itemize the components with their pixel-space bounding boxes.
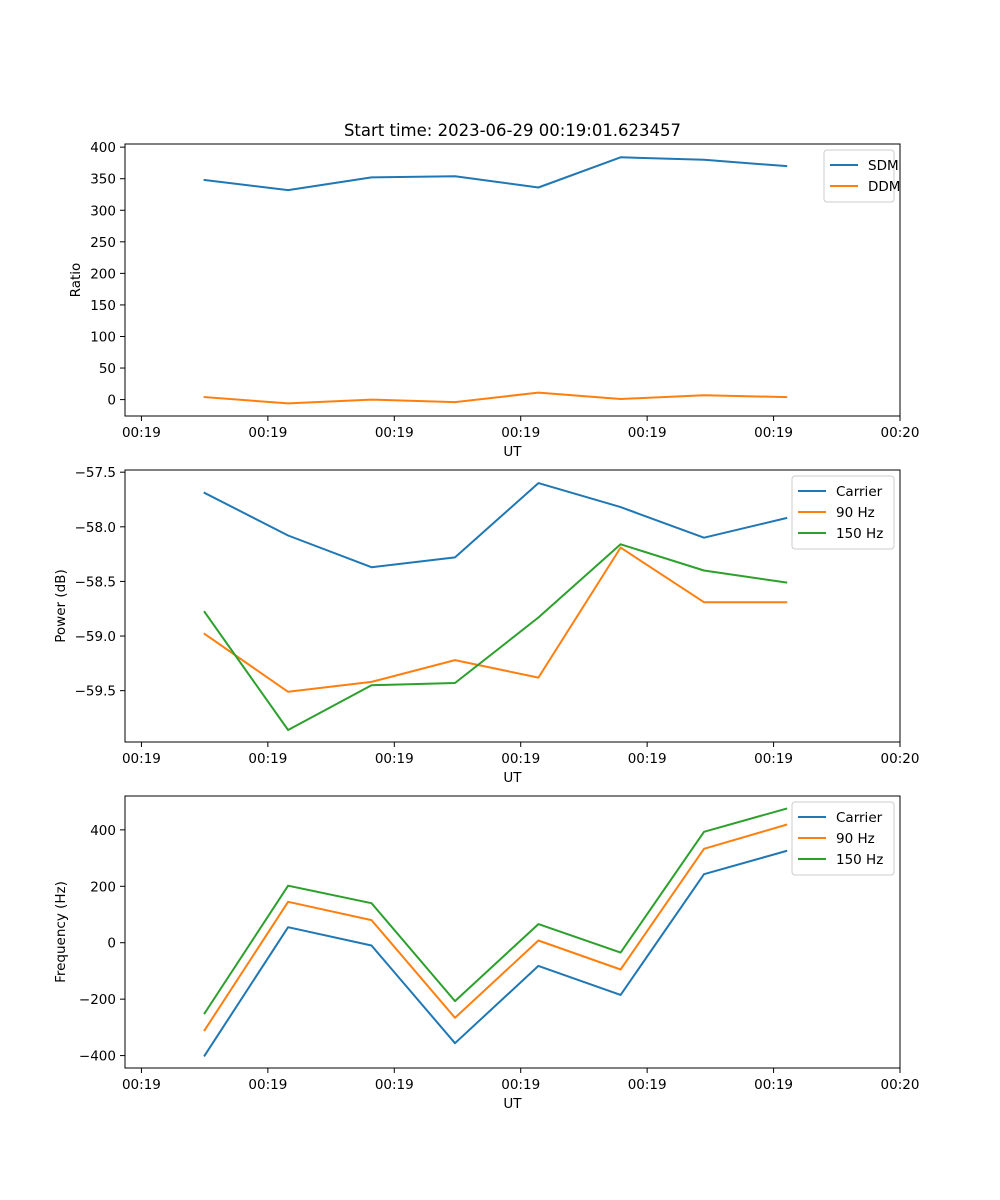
axes-frame xyxy=(124,795,901,1069)
y-tick-label: 50 xyxy=(99,361,116,377)
figure-title: Start time: 2023-06-29 00:19:01.623457 xyxy=(344,121,681,140)
y-tick-label: 0 xyxy=(107,393,116,409)
x-tick-label: 00:19 xyxy=(501,751,540,767)
y-tick-label: −57.5 xyxy=(75,465,116,481)
x-tick-label: 00:20 xyxy=(881,1077,920,1093)
y-tick-label: −400 xyxy=(79,1049,116,1065)
chart-panel-1: 00:19 00:19 00:19 00:19 00:19 00:19 00:20 0 50 10… xyxy=(68,140,919,460)
y-axis-label: Ratio xyxy=(68,263,84,298)
x-tick-label: 00:19 xyxy=(248,425,287,441)
x-tick-label: 00:19 xyxy=(375,1077,414,1093)
y-tick-label: −59.0 xyxy=(75,629,116,645)
x-axis-label: UT xyxy=(503,444,522,460)
x-tick-label: 00:19 xyxy=(628,751,667,767)
legend-box xyxy=(791,801,895,876)
legend: SDM DDM xyxy=(823,149,900,203)
y-tick-label: 250 xyxy=(90,235,116,251)
x-tick-label: 00:19 xyxy=(628,425,667,441)
legend: Carrier 90 Hz 150 Hz xyxy=(791,801,895,876)
legend-label-carrier: Carrier xyxy=(836,810,883,826)
series-line-150-hz xyxy=(203,543,788,731)
legend-box xyxy=(791,475,895,550)
series-line-ddm xyxy=(203,391,788,405)
x-tick-label: 00:19 xyxy=(248,1077,287,1093)
legend-label-150-hz: 150 Hz xyxy=(836,526,883,542)
legend-label-sdm: SDM xyxy=(868,158,899,174)
series-line-150-hz xyxy=(203,807,788,1015)
y-tick-label: −58.0 xyxy=(75,520,116,536)
series-line-carrier xyxy=(203,849,788,1057)
axes-frame xyxy=(124,143,901,417)
y-tick-label: 100 xyxy=(90,329,116,345)
legend-label-carrier: Carrier xyxy=(836,484,883,500)
y-tick-label: −200 xyxy=(79,992,116,1008)
x-tick-label: 00:19 xyxy=(754,751,793,767)
y-tick-label: −58.5 xyxy=(75,574,116,590)
x-tick-label: 00:19 xyxy=(754,425,793,441)
chart-panel-2: 00:19 00:19 00:19 00:19 00:19 00:19 00:20 −57.5… xyxy=(53,465,919,786)
series-line-90-hz xyxy=(203,823,788,1032)
x-tick-label: 00:19 xyxy=(248,751,287,767)
y-tick-label: 300 xyxy=(90,203,116,219)
y-axis-label: Frequency (Hz) xyxy=(53,881,69,983)
legend-label-90-hz: 90 Hz xyxy=(836,831,875,847)
chart-panels: 00:19 00:19 00:19 00:19 00:19 00:19 00:20 0 50 10… xyxy=(53,140,919,1112)
legend-label-150-hz: 150 Hz xyxy=(836,852,883,868)
legend-label-90-hz: 90 Hz xyxy=(836,505,875,521)
y-tick-label: 0 xyxy=(107,936,116,952)
y-tick-label: 400 xyxy=(90,823,116,839)
x-tick-label: 00:19 xyxy=(375,751,414,767)
x-tick-label: 00:19 xyxy=(628,1077,667,1093)
chart-panel-3: 00:19 00:19 00:19 00:19 00:19 00:19 00:20 −400 −… xyxy=(53,795,920,1112)
axes-frame xyxy=(124,469,901,743)
x-tick-label: 00:19 xyxy=(375,425,414,441)
y-tick-label: 200 xyxy=(90,879,116,895)
legend: Carrier 90 Hz 150 Hz xyxy=(791,475,895,550)
series-line-carrier xyxy=(203,482,788,569)
y-axis-label: Power (dB) xyxy=(53,569,69,642)
legend-box xyxy=(823,149,895,203)
x-tick-label: 00:19 xyxy=(122,1077,161,1093)
x-tick-label: 00:19 xyxy=(122,425,161,441)
series-line-90-hz xyxy=(203,546,788,693)
legend-label-ddm: DDM xyxy=(868,179,900,195)
x-tick-label: 00:20 xyxy=(881,751,920,767)
x-tick-label: 00:19 xyxy=(501,1077,540,1093)
y-tick-label: 350 xyxy=(90,172,116,188)
x-axis-label: UT xyxy=(503,1096,522,1112)
x-tick-label: 00:19 xyxy=(122,751,161,767)
x-tick-label: 00:20 xyxy=(881,425,920,441)
series-line-sdm xyxy=(203,156,788,192)
x-tick-label: 00:19 xyxy=(754,1077,793,1093)
y-tick-label: 400 xyxy=(90,140,116,156)
y-tick-label: 150 xyxy=(90,298,116,314)
x-tick-label: 00:19 xyxy=(501,425,540,441)
y-tick-label: 200 xyxy=(90,266,116,282)
x-axis-label: UT xyxy=(503,770,522,786)
y-tick-label: −59.5 xyxy=(75,684,116,700)
